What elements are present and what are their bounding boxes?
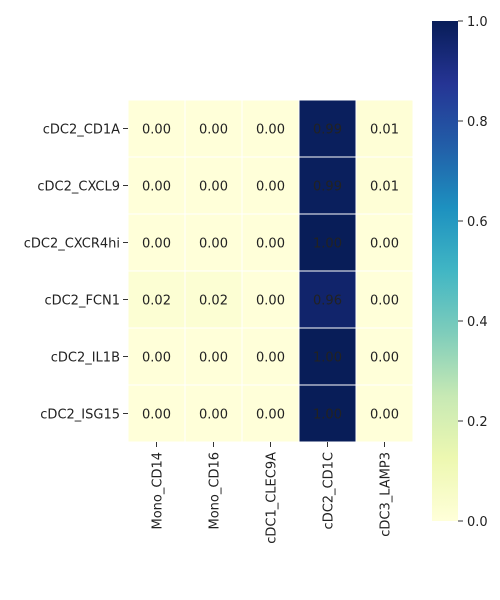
cell-value-label: 0.99 xyxy=(313,123,342,138)
heatmap-cell xyxy=(355,384,414,443)
cell-value-label: 0.00 xyxy=(199,180,228,195)
cell-value-label: 0.00 xyxy=(256,237,285,252)
column-label: cDC2_CD1C xyxy=(322,452,337,529)
heatmap-cell xyxy=(127,99,186,158)
cell-value-label: 0.00 xyxy=(142,123,171,138)
colorbar-tick-label: 0.6 xyxy=(467,215,488,230)
cell-value-label: 0.00 xyxy=(370,351,399,366)
cell-value-label: 0.00 xyxy=(370,294,399,309)
cell-value-label: 0.02 xyxy=(199,294,228,309)
colorbar-tick-label: 1.0 xyxy=(467,15,488,30)
heatmap-cell xyxy=(241,327,300,386)
column-label: cDC3_LAMP3 xyxy=(379,452,394,537)
heatmap-cell xyxy=(184,327,243,386)
column-label: Mono_CD14 xyxy=(151,452,166,530)
cell-value-label: 1.00 xyxy=(313,237,342,252)
colorbar-tick-label: 0.0 xyxy=(467,515,488,530)
heatmap-cell xyxy=(241,384,300,443)
heatmap-cell xyxy=(184,213,243,272)
cell-value-label: 0.00 xyxy=(142,351,171,366)
heatmap-cell xyxy=(184,384,243,443)
cell-value-label: 0.00 xyxy=(256,294,285,309)
cell-value-label: 0.99 xyxy=(313,180,342,195)
heatmap-cell xyxy=(241,270,300,329)
heatmap-cell xyxy=(355,327,414,386)
cell-value-label: 0.00 xyxy=(256,351,285,366)
heatmap-cell xyxy=(355,156,414,215)
row-label: cDC2_CD1A xyxy=(43,123,120,138)
cell-value-label: 0.00 xyxy=(199,351,228,366)
heatmap-cells: 0.00 0.00 0.00 0.99 0.01 0.00 0.00 0.00 0.99 0.01… xyxy=(127,99,414,443)
cell-value-label: 0.00 xyxy=(256,123,285,138)
heatmap-cell xyxy=(298,384,357,443)
heatmap-cell xyxy=(241,156,300,215)
cell-value-label: 0.00 xyxy=(199,237,228,252)
column-label: Mono_CD16 xyxy=(208,452,223,530)
heatmap-cell xyxy=(241,99,300,158)
column-labels: Mono_CD14 Mono_CD16 cDC1_CLEC9A cDC2_CD1C cD… xyxy=(151,442,394,544)
cell-value-label: 1.00 xyxy=(313,351,342,366)
cell-value-label: 0.00 xyxy=(256,408,285,423)
cell-value-label: 0.00 xyxy=(142,180,171,195)
heatmap-cell xyxy=(127,327,186,386)
heatmap-cell xyxy=(298,270,357,329)
row-label: cDC2_CXCR4hi xyxy=(24,237,120,252)
colorbar-tick-label: 0.4 xyxy=(467,315,488,330)
column-label: cDC1_CLEC9A xyxy=(265,452,280,544)
colorbar-tick-label: 0.2 xyxy=(467,415,488,430)
cell-value-label: 0.00 xyxy=(370,237,399,252)
row-label: cDC2_FCN1 xyxy=(44,294,120,309)
cell-value-label: 0.00 xyxy=(199,408,228,423)
cell-value-label: 0.00 xyxy=(142,237,171,252)
cell-value-label: 0.01 xyxy=(370,180,399,195)
colorbar-tick-label: 0.8 xyxy=(467,115,488,130)
cell-value-label: 0.96 xyxy=(313,294,342,309)
row-labels: cDC2_CD1A cDC2_CXCL9 cDC2_CXCR4hi cDC2_FCN1… xyxy=(24,123,128,423)
heatmap-cell xyxy=(184,99,243,158)
heatmap-cell xyxy=(298,213,357,272)
colorbar: 0.0 0.2 0.4 0.6 0.8 1.0 xyxy=(432,15,488,530)
cell-value-label: 0.00 xyxy=(199,123,228,138)
heatmap-cell xyxy=(355,270,414,329)
colorbar-gradient xyxy=(432,21,458,521)
cell-value-label: 1.00 xyxy=(313,408,342,423)
cell-value-label: 0.01 xyxy=(370,123,399,138)
row-label: cDC2_IL1B xyxy=(51,351,120,366)
cell-value-label: 0.00 xyxy=(256,180,285,195)
row-label: cDC2_CXCL9 xyxy=(37,180,120,195)
row-label: cDC2_ISG15 xyxy=(40,408,120,423)
heatmap-cell xyxy=(184,270,243,329)
cell-value-label: 0.00 xyxy=(142,408,171,423)
cell-value-label: 0.02 xyxy=(142,294,171,309)
cell-value-label: 0.00 xyxy=(370,408,399,423)
